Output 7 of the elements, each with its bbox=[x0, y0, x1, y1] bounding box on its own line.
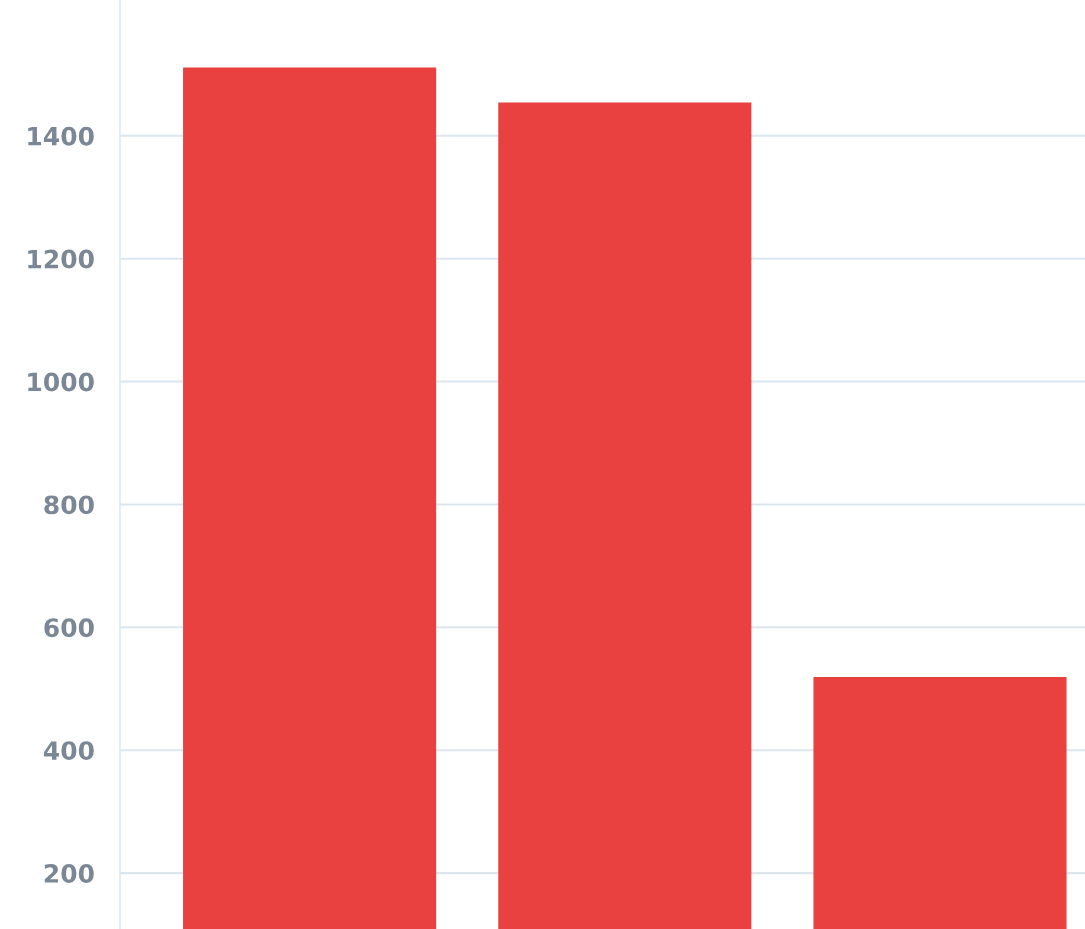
y-tick-label: 1400 bbox=[28, 126, 94, 146]
y-tick-label: 800 bbox=[44, 495, 94, 515]
y-tick-label: 1200 bbox=[28, 249, 94, 269]
y-tick-label: 400 bbox=[43, 741, 94, 761]
y-tick-label: 600 bbox=[44, 618, 94, 638]
y-tick-label: 200 bbox=[44, 864, 94, 883]
y-tick-label: 1000 bbox=[28, 372, 94, 392]
